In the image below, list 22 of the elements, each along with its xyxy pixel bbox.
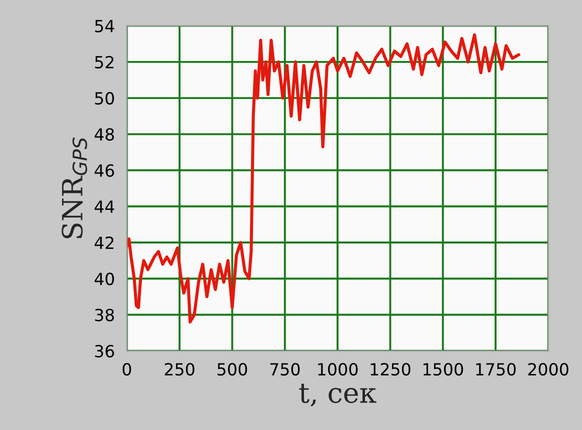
line-series xyxy=(126,33,520,324)
y-tick-label: 46 xyxy=(94,164,114,177)
x-tick-label: 1250 xyxy=(370,362,410,376)
x-tick-label: 2000 xyxy=(528,362,568,376)
x-tick-label: 250 xyxy=(164,362,194,376)
x-tick-label: 500 xyxy=(218,362,248,376)
y-tick-label: 52 xyxy=(95,56,114,68)
y-axis-title: SNR$_{GPS}$ xyxy=(62,138,88,238)
y-tick-label: 40 xyxy=(94,272,114,286)
x-tick-label: 0 xyxy=(122,362,132,376)
y-tick-label: 42 xyxy=(94,236,114,249)
x-axis-title: t, сек xyxy=(299,384,376,406)
y-tick-label: 36 xyxy=(95,344,114,358)
y-tick-label: 38 xyxy=(95,308,114,322)
x-tick-label: 750 xyxy=(270,362,300,376)
y-tick-label: 44 xyxy=(94,200,114,213)
x-tick-label: 1500 xyxy=(424,362,464,376)
x-tick-label: 1750 xyxy=(476,362,516,376)
x-tick-label: 1000 xyxy=(318,362,358,376)
y-tick-label: 50 xyxy=(95,92,114,105)
y-tick-label: 48 xyxy=(94,128,114,141)
y-tick-label: 54 xyxy=(95,20,114,32)
